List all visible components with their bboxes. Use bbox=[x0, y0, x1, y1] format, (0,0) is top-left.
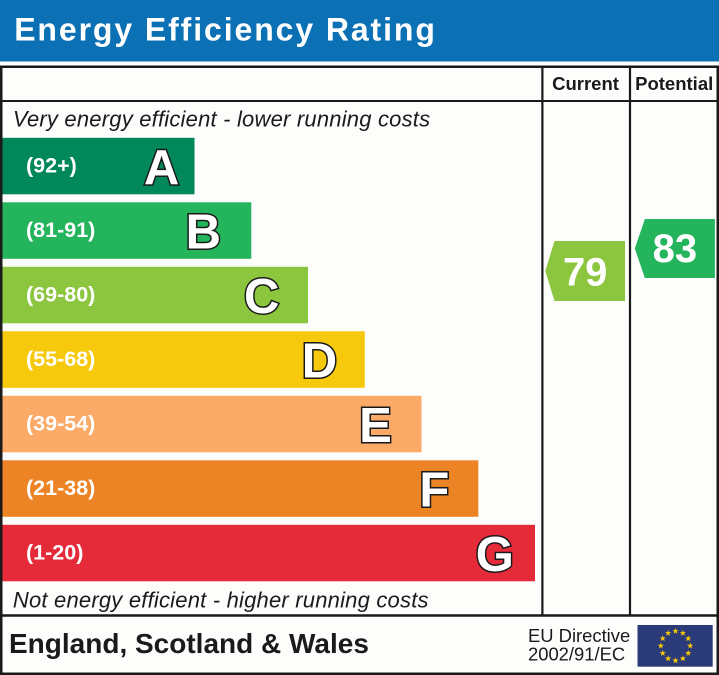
svg-text:Energy Efficiency Rating: Energy Efficiency Rating bbox=[14, 12, 437, 48]
svg-text:England, Scotland & Wales: England, Scotland & Wales bbox=[9, 628, 369, 659]
svg-text:F: F bbox=[419, 463, 449, 517]
svg-text:(69-80): (69-80) bbox=[26, 283, 95, 307]
svg-text:B: B bbox=[186, 205, 221, 259]
svg-text:(1-20): (1-20) bbox=[26, 541, 83, 565]
svg-text:D: D bbox=[302, 334, 337, 388]
svg-text:79: 79 bbox=[563, 251, 608, 295]
svg-text:A: A bbox=[144, 141, 179, 195]
svg-text:Potential: Potential bbox=[635, 73, 713, 94]
svg-text:(92+): (92+) bbox=[26, 154, 77, 178]
svg-text:83: 83 bbox=[653, 227, 698, 271]
svg-text:(81-91): (81-91) bbox=[26, 218, 95, 242]
svg-text:C: C bbox=[244, 270, 279, 324]
svg-text:Very energy efficient - lower: Very energy efficient - lower running co… bbox=[13, 107, 430, 132]
svg-text:G: G bbox=[476, 528, 514, 582]
svg-text:Current: Current bbox=[552, 73, 619, 94]
svg-text:(21-38): (21-38) bbox=[26, 476, 95, 500]
svg-text:EU Directive: EU Directive bbox=[528, 625, 630, 646]
svg-text:Not energy efficient - higher: Not energy efficient - higher running co… bbox=[13, 588, 429, 613]
svg-text:2002/91/EC: 2002/91/EC bbox=[528, 644, 625, 665]
svg-text:E: E bbox=[359, 399, 392, 453]
svg-text:(39-54): (39-54) bbox=[26, 412, 95, 436]
svg-text:(55-68): (55-68) bbox=[26, 347, 95, 371]
